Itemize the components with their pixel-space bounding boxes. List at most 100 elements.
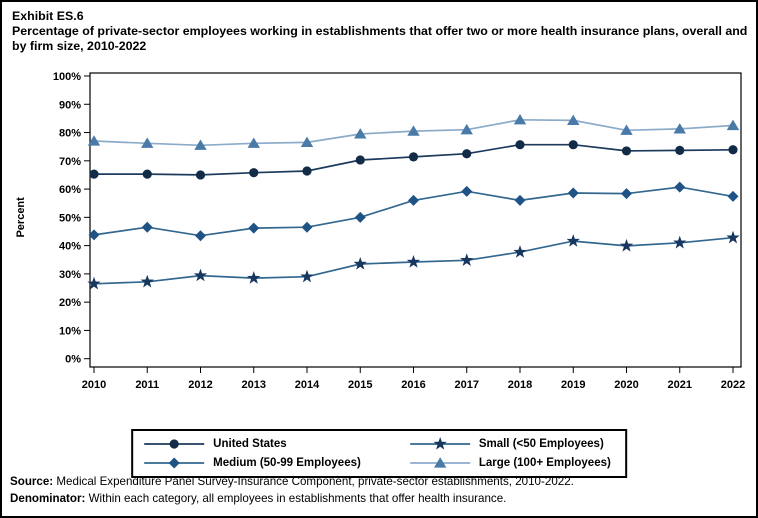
star-legend-swatch xyxy=(409,437,470,450)
x-tick-label: 2011 xyxy=(135,379,159,391)
plot-frame xyxy=(89,72,742,368)
triangle-marker-large-100-employees xyxy=(194,139,207,150)
triangle-marker-large-100-employees xyxy=(300,136,314,148)
star-marker-small-50-employees xyxy=(619,238,634,252)
x-tick-label: 2015 xyxy=(348,379,372,391)
circle-marker-united-states xyxy=(515,140,525,150)
star-marker-small-50-employees xyxy=(513,245,527,258)
source-label: Source: xyxy=(10,475,54,488)
x-tick-label: 2013 xyxy=(242,379,266,391)
y-tick-label: 60% xyxy=(59,184,81,196)
star-marker-small-50-employees xyxy=(247,271,261,284)
diamond-marker-medium-50-99-employees xyxy=(354,211,366,223)
source-note: Source: Medical Expenditure Panel Survey… xyxy=(10,473,754,490)
circle-marker-united-states xyxy=(728,145,738,155)
triangle-marker-large-100-employees xyxy=(673,123,686,134)
legend-item-united-states: United States xyxy=(143,436,361,452)
denominator-label: Denominator: xyxy=(10,492,86,505)
x-tick-label: 2021 xyxy=(668,379,692,391)
y-tick-label: 10% xyxy=(59,325,81,337)
star-marker-small-50-employees xyxy=(566,234,580,247)
series-large-100-employees xyxy=(87,114,740,150)
diamond-marker-medium-50-99-employees xyxy=(301,221,313,233)
star-marker-small-50-employees xyxy=(300,269,314,283)
legend-label-small-50-employees: Small (<50 Employees) xyxy=(478,438,604,450)
circle-marker-united-states xyxy=(355,155,365,165)
triangle-marker-large-100-employees xyxy=(141,137,154,148)
circle-marker-united-states xyxy=(142,169,152,179)
star-legend-marker xyxy=(433,437,447,450)
circle-marker-united-states xyxy=(302,166,312,176)
x-tick-label: 2022 xyxy=(721,379,745,391)
triangle-legend-marker xyxy=(433,457,447,468)
x-tick-label: 2020 xyxy=(614,379,638,391)
x-tick-label: 2019 xyxy=(561,379,585,391)
star-marker-small-50-employees xyxy=(460,253,474,266)
circle-marker-united-states xyxy=(89,169,99,179)
triangle-marker-large-100-employees xyxy=(513,114,527,125)
diamond-legend-marker xyxy=(168,457,180,469)
circle-marker-united-states xyxy=(408,152,419,162)
circle-marker-united-states xyxy=(675,145,685,155)
circle-legend-swatch xyxy=(144,439,205,449)
triangle-marker-large-100-employees xyxy=(87,135,101,146)
triangle-marker-large-100-employees xyxy=(620,124,633,135)
star-marker-small-50-employees xyxy=(87,276,101,290)
denominator-text: Within each category, all employees in e… xyxy=(85,492,507,505)
figure-title: Percentage of private-sector employees w… xyxy=(12,24,748,53)
star-marker-small-50-employees xyxy=(406,255,421,268)
legend-label-large-100-employees: Large (100+ Employees) xyxy=(478,457,611,469)
triangle-legend-swatch xyxy=(409,457,470,468)
exhibit-label: Exhibit ES.6 xyxy=(12,9,84,23)
y-tick-label: 20% xyxy=(59,297,81,309)
star-marker-small-50-employees xyxy=(193,268,208,282)
star-marker-small-50-employees xyxy=(726,230,740,244)
series-small-50-employees xyxy=(87,230,740,290)
diamond-marker-medium-50-99-employees xyxy=(88,229,100,241)
series-united-states xyxy=(89,140,738,180)
y-tick-label: 30% xyxy=(59,269,81,281)
circle-marker-united-states xyxy=(568,140,578,150)
x-tick-label: 2018 xyxy=(508,379,532,391)
diamond-marker-medium-50-99-employees xyxy=(195,230,206,242)
circle-legend-marker xyxy=(169,439,179,449)
triangle-marker-large-100-employees xyxy=(460,123,473,135)
diamond-marker-medium-50-99-employees xyxy=(461,185,473,197)
triangle-marker-large-100-employees xyxy=(354,128,367,139)
legend-label-united-states: United States xyxy=(213,438,287,450)
diamond-marker-medium-50-99-employees xyxy=(514,194,526,206)
star-marker-small-50-employees xyxy=(353,257,367,270)
triangle-marker-large-100-employees xyxy=(407,125,420,136)
y-tick-label: 50% xyxy=(59,212,81,224)
diamond-marker-medium-50-99-employees xyxy=(727,190,739,202)
legend-item-large-100-employees: Large (100+ Employees) xyxy=(409,455,611,471)
figure-title-block: Exhibit ES.6 Percentage of private-secto… xyxy=(12,9,752,54)
y-axis-title: Percent xyxy=(15,197,27,238)
diamond-marker-medium-50-99-employees xyxy=(141,221,153,233)
triangle-marker-large-100-employees xyxy=(567,114,580,125)
x-tick-label: 2014 xyxy=(295,379,320,391)
diamond-marker-medium-50-99-employees xyxy=(621,188,632,200)
triangle-marker-large-100-employees xyxy=(247,137,260,148)
series-line-medium-50-99-employees xyxy=(93,186,734,237)
x-tick-label: 2012 xyxy=(188,379,212,391)
chart-legend: United States Small (<50 Employees) Medium… xyxy=(131,429,627,478)
footer-notes: Source: Medical Expenditure Panel Survey… xyxy=(10,473,754,507)
circle-marker-united-states xyxy=(462,149,472,159)
legend-item-small-50-employees: Small (<50 Employees) xyxy=(409,436,611,452)
y-tick-label: 80% xyxy=(59,128,81,140)
triangle-marker-large-100-employees xyxy=(726,119,740,131)
circle-marker-united-states xyxy=(195,170,206,180)
circle-marker-united-states xyxy=(249,168,259,178)
y-tick-label: 0% xyxy=(65,354,81,366)
star-marker-small-50-employees xyxy=(673,235,687,249)
diamond-marker-medium-50-99-employees xyxy=(408,194,419,206)
y-tick-label: 40% xyxy=(59,241,81,253)
y-tick-label: 100% xyxy=(53,71,81,83)
x-tick-label: 2017 xyxy=(455,379,479,391)
legend-item-medium-50-99-employees: Medium (50-99 Employees) xyxy=(143,455,361,471)
y-tick-label: 90% xyxy=(59,99,81,111)
x-tick-label: 2016 xyxy=(401,379,425,391)
